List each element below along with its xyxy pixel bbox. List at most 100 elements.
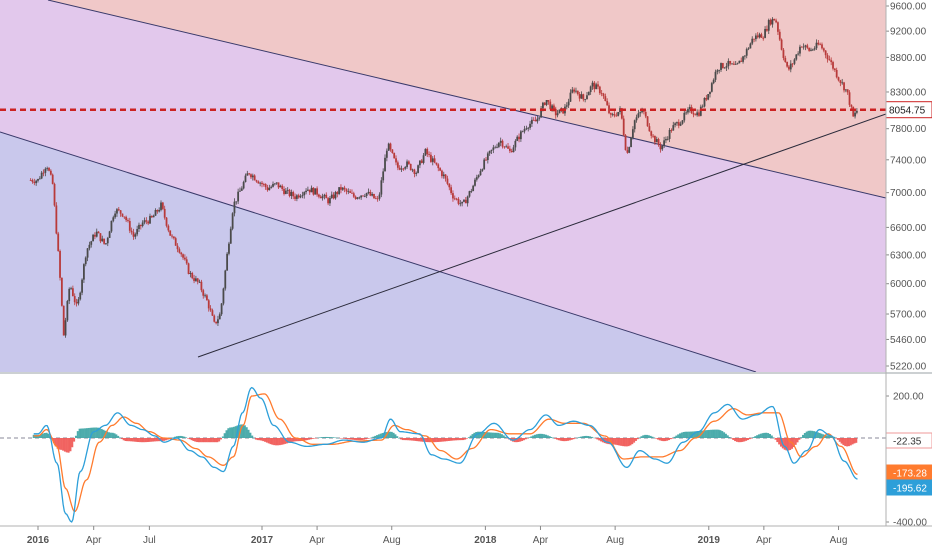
candle-body [738,60,741,64]
macd-histogram-bar [41,433,44,438]
background-zones [0,0,886,372]
candle-body [160,202,162,210]
macd-histogram-bar [405,438,408,441]
macd-histogram-bar [245,427,248,438]
candle-body [817,42,820,45]
macd-histogram-bar [849,438,852,446]
macd-histogram-bar [590,436,593,438]
macd-histogram-bar [232,426,235,438]
macd-histogram-bar [713,429,716,438]
candle-body [303,192,306,196]
candle-body [99,233,102,242]
macd-histogram-bar [651,436,654,438]
macd-histogram-bar [218,438,221,442]
candle-body [314,188,317,195]
macd-histogram-bar [835,438,838,439]
macd-histogram-bar [361,438,364,440]
macd-histogram-bar [420,438,423,442]
candle-body [312,187,315,195]
macd-histogram-bar [251,435,254,438]
candle-body [266,187,269,191]
macd-histogram-bar [847,438,850,447]
candle-body [103,238,105,244]
candle-body [569,92,572,102]
candle-body [239,190,241,192]
macd-histogram-bar [842,438,845,446]
candle-body [340,187,342,190]
candle-body [415,172,418,174]
macd-histogram-bar [137,438,140,443]
candle-body [507,146,509,149]
candle-body [529,123,531,128]
candle-body [253,175,256,181]
macd-histogram-bar [818,432,821,438]
candle-body [650,131,653,136]
candle-body [745,49,748,56]
macd-histogram-bar [447,438,450,441]
candle-body [551,105,553,110]
candle-body [387,143,390,151]
macd-histogram-bar [757,434,760,438]
lower-trendline[interactable] [0,131,757,372]
candle-body [633,120,636,130]
candle-body [281,185,284,189]
candle-body [797,53,800,55]
candle-body [771,18,774,25]
candle-body [110,220,113,232]
macd-histogram-bar [778,438,781,445]
candle-body [472,185,475,192]
candle-body [86,248,89,258]
macd-histogram-bar [269,438,272,445]
candle-body [609,113,612,115]
price-tick-label: 7000.00 [890,188,927,199]
macd-histogram-bar [421,438,424,442]
macd-histogram-bar [497,432,500,438]
macd-histogram-bar [504,436,507,438]
macd-histogram-bar [671,438,674,439]
macd-histogram-bar [460,438,463,441]
candle-body [643,111,645,112]
macd-histogram-bar [152,438,155,442]
macd-histogram-bar [359,438,362,441]
macd-histogram-bar [785,438,788,451]
rising-trendline[interactable] [197,113,886,358]
last-price-label: 8054.75 [889,106,926,117]
macd-histogram-bar [655,438,658,439]
macd-histogram-bar [38,434,41,438]
candle-body [740,60,743,62]
candle-body [705,97,708,100]
candle-body [48,168,50,171]
candle-body [97,231,100,234]
macd-histogram-bar [139,438,142,443]
candle-body [396,162,399,168]
trendlines [0,0,886,372]
candle-body [466,196,469,204]
macd-histogram-bar [469,435,472,438]
candle-body [573,89,576,92]
candle-body [198,281,201,283]
candle-body [692,113,695,115]
candle-body [819,44,822,46]
macd-histogram-bar [754,436,757,438]
candle-body [446,178,449,184]
macd-histogram-bar [199,438,202,443]
candle-body [108,231,111,238]
candle-body [839,80,842,83]
candle-body [413,169,416,174]
macd-histogram-bar [625,438,628,447]
candle-body [698,112,700,116]
macd-histogram-bar [291,438,294,442]
macd-histogram-bar [399,438,402,440]
macd-histogram-bar [836,438,839,440]
candle-body [841,82,844,84]
candle-body [136,228,139,235]
macd-histogram-bar [192,438,195,441]
upper-trendline[interactable] [47,0,886,199]
candle-body [848,92,851,105]
macd-histogram-bar [240,424,243,438]
macd-histogram-bar [403,438,406,441]
signal-line [33,393,858,512]
macd-histogram-bar [96,427,99,438]
candle-body [455,198,458,200]
